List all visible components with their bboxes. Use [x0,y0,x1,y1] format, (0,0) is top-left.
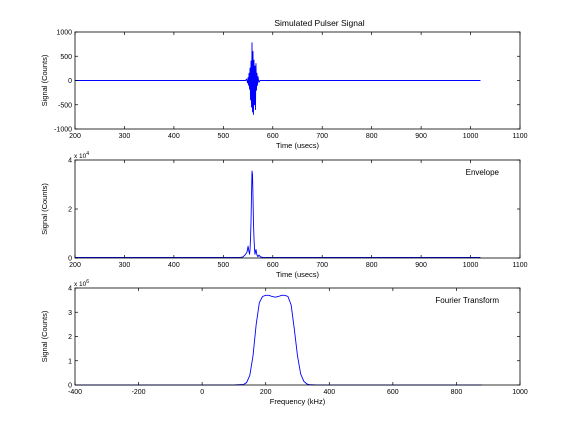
x-tick-label: 500 [217,133,229,140]
x-tick-label: 300 [119,262,131,269]
x-tick-label: 900 [415,133,427,140]
x-tick-label: 800 [451,389,463,396]
x-tick-label: 1000 [463,262,479,269]
y-axis-label: Signal (Counts) [40,183,49,235]
y-tick-label: 1 [68,358,72,365]
x-tick-label: 1000 [512,389,528,396]
x-tick-label: 200 [69,262,81,269]
x-tick-label: 400 [323,389,335,396]
x-tick-label: 200 [260,389,272,396]
y-tick-label: 500 [60,54,72,61]
x-tick-label: 500 [217,262,229,269]
x-tick-label: -400 [68,389,82,396]
y-tick-label: 4 [68,158,72,165]
x-tick-label: 600 [267,133,279,140]
x-tick-label: 1100 [512,133,527,140]
x-tick-label: 600 [387,389,399,396]
series-line-2-1 [74,170,481,258]
x-tick-label: 1100 [512,262,527,269]
y-tick-label: 1000 [56,30,72,37]
y-exponent-label: x 104 [74,151,89,160]
chart-panel-3: -400 -200 0 200 400 600 800 1000 0 1 2 3 4x 106 Fouri… [40,279,528,406]
chart-annotation: Envelope [466,168,500,177]
y-tick-label: 2 [68,334,72,341]
y-tick-label: 3 [68,310,72,317]
chart-panel-2: 200 300 400 500 600 700 800 900 1000 1100 0 2 4x 104… [40,151,528,279]
x-tick-label: 300 [119,133,131,140]
chart-annotation: Fourier Transform [435,296,499,305]
y-tick-label: 0 [68,78,72,85]
y-exponent-label: x 106 [74,279,89,288]
y-tick-label: 0 [68,256,72,263]
x-tick-label: -200 [132,389,146,396]
y-tick-label: -500 [58,102,72,109]
y-tick-label: 0 [68,383,72,390]
chart-panel-1: 200 300 400 500 600 700 800 900 1000 1100 -1000 -50… [40,18,528,150]
x-tick-label: 400 [168,262,180,269]
x-axis-label: Frequency (kHz) [270,397,326,406]
x-tick-label: 1000 [463,133,479,140]
x-tick-label: 600 [267,262,279,269]
x-axis-label: Time (usecs) [276,270,320,279]
y-exponent-power: 6 [86,279,89,285]
y-tick-label: -1000 [54,127,72,134]
plot-frame [74,159,521,259]
x-tick-label: 700 [316,133,328,140]
series-line-1-1 [75,42,481,115]
x-tick-label: 800 [366,133,378,140]
x-tick-label: 700 [316,262,328,269]
y-tick-label: 2 [68,207,72,214]
x-tick-label: 400 [168,133,180,140]
series-line-3-1 [75,294,482,386]
x-axis-label: Time (usecs) [276,141,320,150]
y-tick-label: 4 [68,286,72,293]
chart-title: Simulated Pulser Signal [274,18,364,28]
y-axis-label: Signal (Counts) [40,310,49,362]
x-tick-label: 200 [69,133,81,140]
y-exponent-power: 4 [86,151,89,157]
x-tick-label: 0 [200,389,204,396]
x-tick-label: 900 [415,262,427,269]
x-tick-label: 800 [366,262,378,269]
y-axis-label: Signal (Counts) [40,54,49,106]
